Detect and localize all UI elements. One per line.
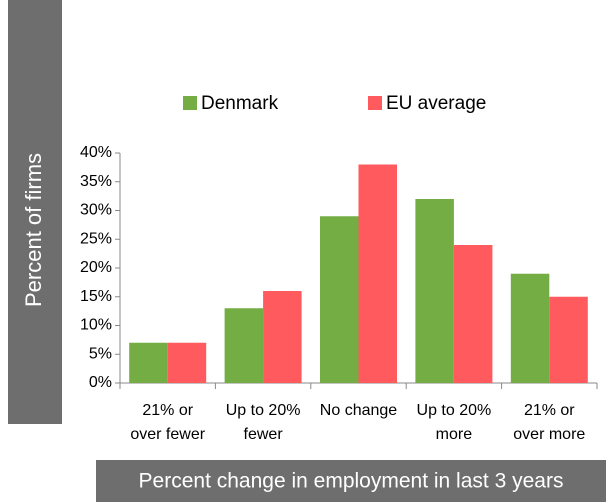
bar bbox=[167, 342, 207, 383]
x-tick-label-line: more bbox=[436, 426, 473, 443]
y-label-band bbox=[8, 0, 62, 424]
x-tick-label-line: fewer bbox=[244, 426, 284, 443]
bar bbox=[415, 199, 454, 383]
bar bbox=[320, 216, 359, 383]
y-tick-label: 40% bbox=[80, 144, 112, 161]
legend-swatch bbox=[368, 96, 382, 110]
x-tick-label: Up to 20% fewer bbox=[226, 402, 301, 443]
y-tick-label: 20% bbox=[80, 259, 112, 276]
x-tick-label: Up to 20% more bbox=[417, 402, 492, 443]
x-axis-label: Percent change in employment in last 3 y… bbox=[139, 470, 564, 493]
y-tick-label: 30% bbox=[80, 202, 112, 219]
x-tick-label: 21% or over fewer bbox=[130, 402, 205, 443]
bar bbox=[224, 308, 264, 383]
bar bbox=[549, 296, 588, 383]
x-tick-label-line: No change bbox=[320, 402, 397, 419]
y-tick-label: 10% bbox=[80, 317, 112, 334]
x-tick-label-line: Up to 20% bbox=[226, 402, 301, 419]
y-tick-label: 0% bbox=[89, 374, 112, 391]
x-tick-label-line: 21% or bbox=[524, 402, 575, 419]
x-tick-label-line: over fewer bbox=[130, 426, 205, 443]
bar bbox=[358, 164, 397, 383]
bar bbox=[510, 273, 550, 383]
legend-label: EU average bbox=[386, 93, 486, 114]
y-tick-label: 25% bbox=[80, 230, 112, 247]
y-tick-label: 35% bbox=[80, 173, 112, 190]
bar bbox=[129, 342, 168, 383]
x-tick-label: 21% or over more bbox=[513, 402, 585, 443]
legend-swatch bbox=[183, 96, 197, 110]
x-label-band bbox=[96, 460, 606, 502]
y-tick-label: 15% bbox=[80, 288, 112, 305]
y-tick-label: 5% bbox=[89, 345, 112, 362]
x-tick-label-line: Up to 20% bbox=[417, 402, 492, 419]
x-tick-label: No change bbox=[320, 402, 397, 419]
y-axis-label: Percent of firms bbox=[21, 153, 46, 307]
bar bbox=[263, 291, 302, 383]
legend-label: Denmark bbox=[201, 93, 279, 114]
x-tick-label-line: 21% or bbox=[142, 402, 193, 419]
x-tick-label-line: over more bbox=[513, 426, 585, 443]
bar bbox=[453, 245, 493, 383]
